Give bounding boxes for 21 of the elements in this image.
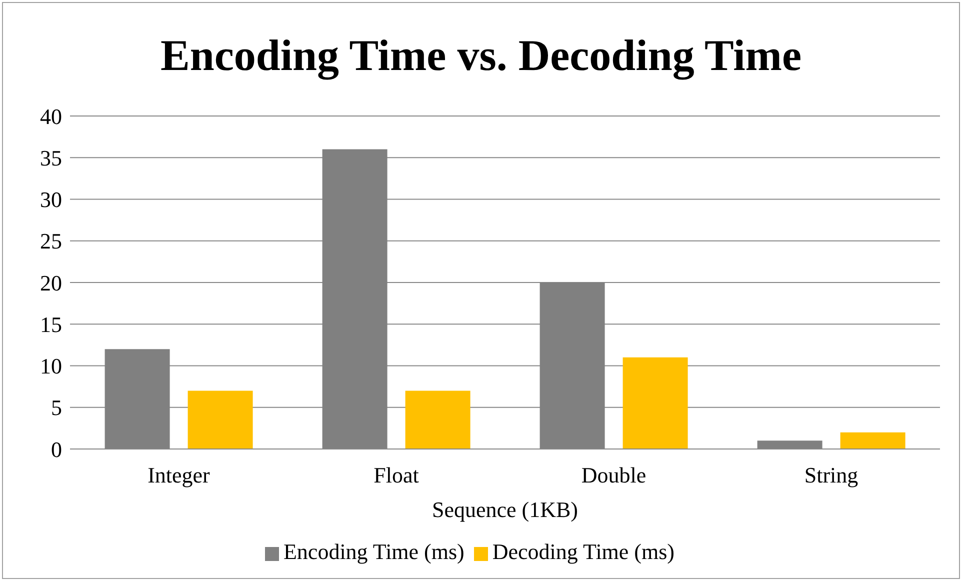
y-tick-label: 10 (40, 354, 62, 379)
bar (622, 357, 688, 449)
legend-label: Encoding Time (ms) (283, 539, 464, 564)
y-tick-label: 35 (40, 145, 62, 170)
chart-title: Encoding Time vs. Decoding Time (160, 30, 802, 81)
y-tick-label: 5 (51, 395, 62, 420)
x-tick-label: Integer (148, 462, 211, 488)
y-tick-label: 30 (40, 187, 62, 212)
bar (188, 390, 253, 449)
x-axis-title: Sequence (1KB) (432, 497, 578, 522)
legend-label: Decoding Time (ms) (492, 539, 675, 564)
bar (840, 432, 906, 449)
y-tick-label: 40 (40, 104, 62, 129)
y-tick-label: 0 (51, 436, 62, 462)
x-tick-label: Float (374, 462, 419, 488)
x-tick-label: String (804, 462, 858, 488)
x-tick-label: Double (581, 462, 646, 488)
y-tick-label: 20 (40, 270, 62, 296)
bar (405, 390, 470, 449)
y-tick-label: 25 (40, 228, 62, 254)
y-tick-label: 15 (40, 312, 62, 337)
